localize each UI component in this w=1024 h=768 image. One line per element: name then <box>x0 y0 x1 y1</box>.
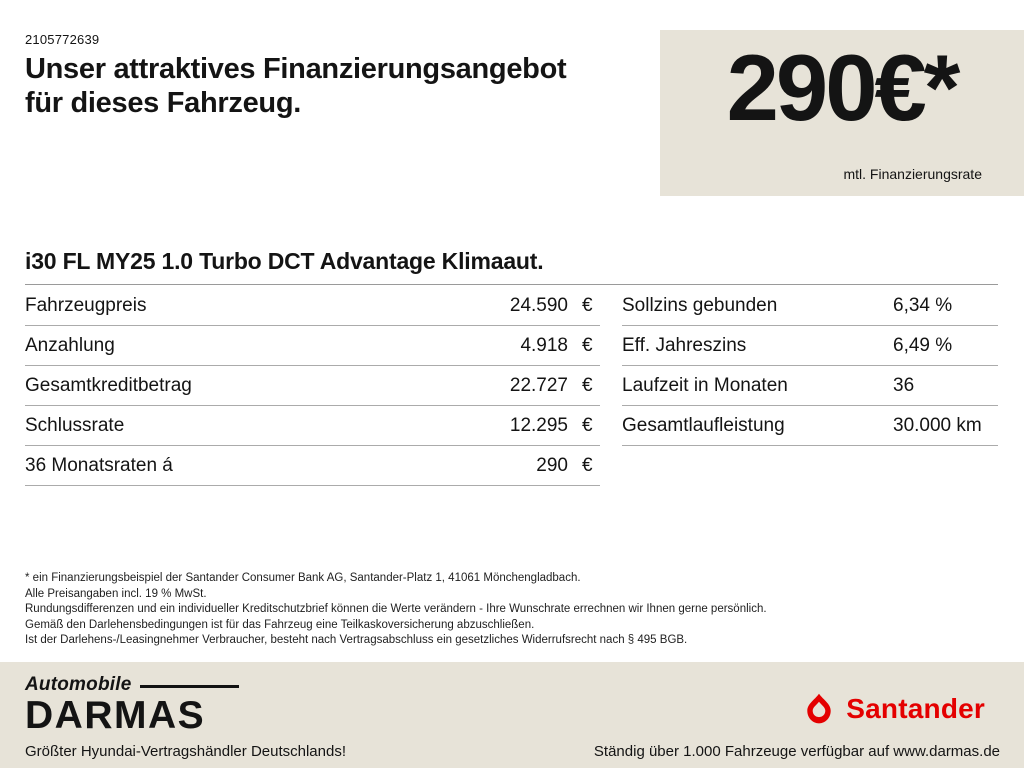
finance-row-label: Fahrzeugpreis <box>25 295 147 316</box>
finance-row-label: 36 Monatsraten á <box>25 455 173 476</box>
footer-tagline-left: Größter Hyundai-Vertragshändler Deutschl… <box>25 743 346 760</box>
darmas-logo-name: DARMAS <box>25 694 206 737</box>
finance-row-value: 4.918 <box>520 335 568 356</box>
monthly-rate-value: 290€* <box>726 35 961 140</box>
page-title-line1: Unser attraktives Finanzierungsangebot <box>25 53 567 85</box>
disclaimer-line: Alle Preisangaben incl. 19 % MwSt. <box>25 587 207 600</box>
finance-row-label: Anzahlung <box>25 335 115 356</box>
finance-row-value: 6,34 % <box>893 295 953 316</box>
finance-row: Schlussrate 12.295 € <box>25 406 600 446</box>
finance-row: 36 Monatsraten á 290 € <box>25 446 600 486</box>
darmas-logo: Automobile DARMAS <box>25 674 239 737</box>
finance-row-value: 6,49 % <box>893 335 953 356</box>
monthly-rate-caption: mtl. Finanzierungsrate <box>843 166 982 182</box>
finance-row-value: 290 <box>536 455 568 476</box>
finance-row-value: 36 <box>893 375 915 396</box>
darmas-logo-line <box>139 684 239 688</box>
darmas-logo-automobile-text: Automobile <box>25 674 132 695</box>
disclaimer-line: Gemäß den Darlehensbedingungen ist für d… <box>25 618 535 631</box>
disclaimer-line: Ist der Darlehens-/Leasingnehmer Verbrau… <box>25 634 688 646</box>
page-title-line2: für dieses Fahrzeug. <box>25 87 302 120</box>
finance-row: Fahrzeugpreis 24.590 € <box>25 286 600 326</box>
finance-row-label: Gesamtlaufleistung <box>622 415 785 436</box>
finance-row: Anzahlung 4.918 € <box>25 326 600 366</box>
finance-table: Fahrzeugpreis 24.590 € Anzahlung 4.918 € Gesam… <box>25 286 998 486</box>
finance-row-label: Laufzeit in Monaten <box>622 375 788 396</box>
finance-row: Sollzins gebunden 6,34 % <box>622 286 998 326</box>
finance-row-label: Sollzins gebunden <box>622 295 778 316</box>
finance-row-value: 30.000 km <box>893 415 982 436</box>
finance-row-value: 12.295 <box>509 415 568 436</box>
finance-table-right-column: Sollzins gebunden 6,34 % Eff. Jahreszins 6,… <box>622 286 998 486</box>
finance-row-unit: € <box>582 415 593 436</box>
finance-row-unit: € <box>582 335 593 356</box>
finance-row-unit: € <box>582 375 593 396</box>
darmas-logo-top: Automobile <box>25 674 239 696</box>
disclaimer-text: * ein Finanzierungsbeispiel der Santande… <box>25 571 998 649</box>
monthly-rate-box: 290€* mtl. Finanzierungsrate <box>660 30 1024 196</box>
footer-tagline-right: Ständig über 1.000 Fahrzeuge verfügbar a… <box>593 743 1000 760</box>
finance-row: Laufzeit in Monaten 36 <box>622 366 998 406</box>
finance-row-unit: € <box>582 455 593 476</box>
santander-logo-name: Santander <box>846 693 985 724</box>
disclaimer-line: * ein Finanzierungsbeispiel der Santande… <box>25 572 581 584</box>
finance-row: Eff. Jahreszins 6,49 % <box>622 326 998 366</box>
disclaimer-line: Rundungsdifferenzen und ein individuelle… <box>25 603 767 615</box>
vehicle-model-title: i30 FL MY25 1.0 Turbo DCT Advantage Klim… <box>25 248 998 285</box>
finance-row-value: 22.727 <box>509 375 568 396</box>
offer-reference-number: 2105772639 <box>25 32 100 47</box>
santander-flame-icon <box>807 693 831 724</box>
santander-logo: Santander <box>801 693 985 725</box>
finance-table-left-column: Fahrzeugpreis 24.590 € Anzahlung 4.918 € Gesam… <box>25 286 600 486</box>
finance-row: Gesamtlaufleistung 30.000 km <box>622 406 998 446</box>
finance-row-label: Gesamtkreditbetrag <box>25 375 192 396</box>
footer: Automobile DARMAS Santander Größter Hyun… <box>0 662 1024 768</box>
finance-row-value: 24.590 <box>509 295 568 316</box>
finance-row-unit: € <box>582 295 593 316</box>
finance-row-label: Eff. Jahreszins <box>622 335 747 356</box>
page-title: Unser attraktives Finanzierungsangebot f… <box>25 52 567 120</box>
finance-row-label: Schlussrate <box>25 415 125 436</box>
finance-row: Gesamtkreditbetrag 22.727 € <box>25 366 600 406</box>
